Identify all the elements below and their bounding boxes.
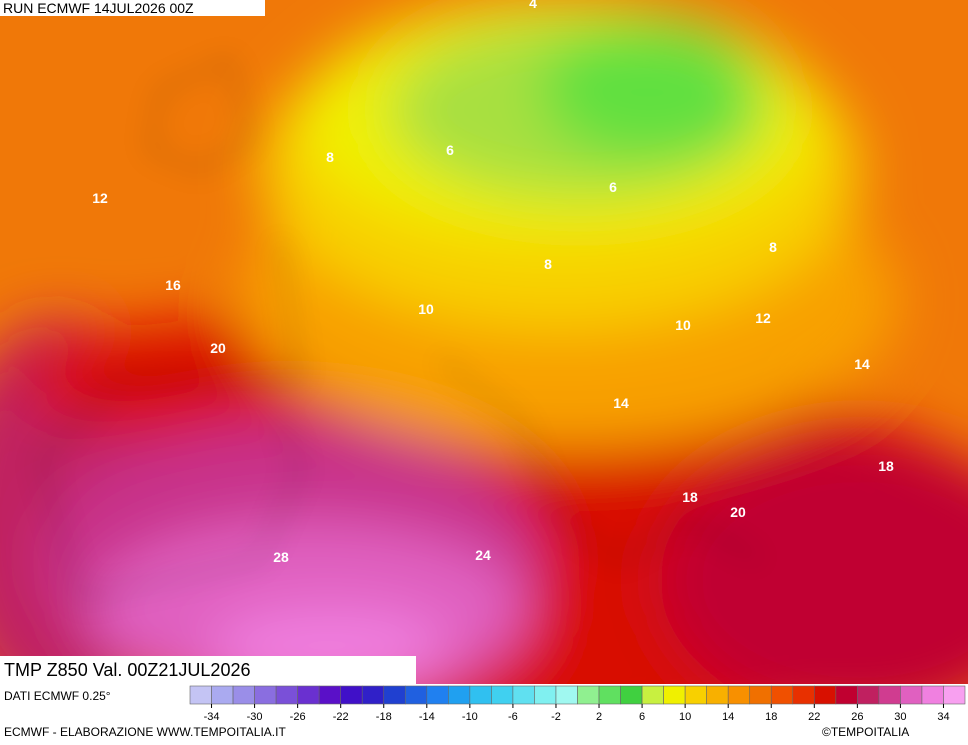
color-swatch [383,685,406,705]
tick-label: -2 [551,711,561,723]
tick-label: 34 [937,711,949,723]
tick-label: 6 [639,711,645,723]
color-swatch [340,685,363,705]
color-swatch [318,685,341,705]
tick-label: -18 [376,711,392,723]
color-swatch [706,685,729,705]
tick-label: 26 [851,711,863,723]
color-swatch [792,685,815,705]
contour-label: 8 [326,149,334,165]
coastlines [38,57,761,602]
color-swatch [878,685,901,705]
tick-label: -10 [462,711,478,723]
tick-label: -6 [508,711,518,723]
color-swatch [275,685,298,705]
contour-label: 14 [613,395,629,411]
tick-label: -30 [247,711,263,723]
color-swatch [426,685,449,705]
color-swatch [727,685,751,705]
contour-label: 24 [475,547,491,563]
contour-label: 18 [682,489,698,505]
tick-label: 14 [722,711,734,723]
credit: ECMWF - ELABORAZIONE WWW.TEMPOITALIA.IT [4,725,286,739]
contour-label: 10 [418,301,434,317]
tick-label: 10 [679,711,691,723]
tick-label: 18 [765,711,777,723]
contour-label: 6 [609,179,617,195]
color-swatch [814,685,837,705]
color-swatch [491,685,514,705]
contour-label: 4 [529,0,537,11]
contour-label: 10 [675,317,691,333]
color-swatch [469,685,492,705]
tick-label: -14 [419,711,435,723]
contour-label: 28 [273,549,289,565]
copyright: ©TEMPOITALIA [822,725,909,739]
color-swatch [534,685,557,705]
temperature-field [0,0,968,684]
contour-label: 6 [446,142,454,158]
color-swatch [943,685,966,705]
color-swatch [297,685,320,705]
color-swatch [555,685,578,705]
color-swatch [770,685,794,705]
contour-label: 12 [92,190,108,206]
color-swatch [749,685,772,705]
field-label: TMP Z850 Val. 00Z21JUL2026 [0,656,416,684]
tick-label: 2 [596,711,602,723]
color-swatch [684,685,707,705]
color-swatch [620,685,643,705]
color-swatch [512,685,535,705]
color-swatch [900,685,923,705]
color-swatch [577,685,600,705]
color-swatch [835,685,858,705]
color-swatch [361,685,385,705]
colorbar: DATI ECMWF 0.25° ECMWF - ELABORAZIONE WW… [4,685,966,739]
color-swatch [448,685,471,705]
run-label: RUN ECMWF 14JUL2026 00Z [0,0,265,16]
color-swatch [211,685,234,705]
tick-label: -34 [204,711,220,723]
color-swatch [641,685,664,705]
contour-label: 12 [755,310,771,326]
tick-label: -22 [333,711,349,723]
color-swatch [663,685,686,705]
color-swatch [921,685,944,705]
color-swatch [857,685,880,705]
contour-label: 8 [544,256,552,272]
source-label: DATI ECMWF 0.25° [4,689,111,703]
color-swatch [232,685,255,705]
contour-label: 18 [878,458,894,474]
contour-label: 14 [854,356,870,372]
temperature-map: 4 6 6 8 8 8 12 16 10 10 12 20 14 14 18 18 20 28 24 [0,0,968,684]
color-swatch [254,685,277,705]
color-swatch [598,685,621,705]
color-swatch [404,685,428,705]
contour-label: 16 [165,277,181,293]
color-swatch [189,685,212,705]
tick-label: -26 [290,711,306,723]
contour-label: 8 [769,239,777,255]
contour-label: 20 [730,504,746,520]
tick-label: 22 [808,711,820,723]
tick-label: 30 [894,711,906,723]
contour-label: 20 [210,340,226,356]
